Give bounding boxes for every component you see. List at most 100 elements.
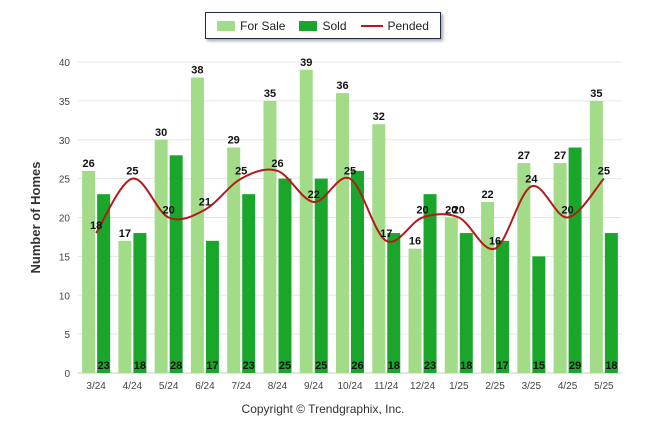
x-tick-label-5/24: 5/24: [159, 381, 179, 392]
bar-sold-5/25: [604, 233, 618, 373]
data-label-sold-1/25: 18: [460, 360, 472, 372]
copyright-text: Copyright © Trendgraphix, Inc.: [241, 402, 405, 416]
data-label-sold-10/24: 26: [351, 360, 363, 372]
bar-sold-4/25: [568, 147, 582, 373]
data-label-for-sale-1/25: 20: [445, 205, 457, 217]
data-label-pended-3/25: 24: [525, 173, 538, 185]
x-tick-label-2/25: 2/25: [485, 381, 505, 392]
data-label-sold-8/24: 25: [279, 360, 291, 372]
x-tick-label-11/24: 11/24: [374, 381, 399, 392]
data-label-pended-9/24: 22: [308, 189, 320, 201]
bar-sold-12/24: [423, 194, 437, 373]
data-label-pended-1/25: 20: [453, 205, 465, 217]
data-label-for-sale-4/25: 27: [554, 150, 566, 162]
legend-label-sold: Sold: [322, 18, 347, 33]
bar-for-sale-9/24: [299, 69, 313, 374]
data-label-for-sale-8/24: 35: [264, 88, 276, 100]
x-tick-label-10/24: 10/24: [337, 381, 362, 392]
bar-sold-7/24: [242, 194, 256, 373]
data-label-sold-2/25: 17: [496, 360, 508, 372]
data-label-sold-3/25: 15: [533, 360, 545, 372]
bar-sold-5/24: [169, 155, 183, 373]
data-label-pended-4/24: 25: [126, 166, 138, 178]
y-tick-label-20: 20: [59, 214, 71, 225]
data-label-for-sale-5/25: 35: [590, 88, 602, 100]
data-label-for-sale-6/24: 38: [191, 65, 203, 77]
y-tick-label-25: 25: [59, 175, 71, 186]
x-tick-label-8/24: 8/24: [268, 381, 288, 392]
legend-label-for-sale: For Sale: [240, 18, 286, 33]
data-label-sold-7/24: 23: [243, 360, 255, 372]
bar-for-sale-5/25: [589, 100, 603, 373]
data-label-for-sale-5/24: 30: [155, 127, 167, 139]
data-label-pended-3/24: 18: [90, 220, 102, 232]
bar-sold-10/24: [351, 170, 364, 373]
x-tick-label-9/24: 9/24: [304, 381, 324, 392]
bar-sold-11/24: [387, 233, 401, 373]
bar-for-sale-6/24: [190, 77, 204, 374]
x-tick-label-4/24: 4/24: [123, 381, 143, 392]
data-label-pended-11/24: 17: [380, 228, 392, 240]
bar-sold-2/25: [496, 240, 510, 373]
x-tick-label-6/24: 6/24: [195, 381, 215, 392]
data-label-sold-6/24: 17: [206, 360, 218, 372]
data-label-sold-4/24: 18: [134, 360, 146, 372]
data-label-for-sale-3/24: 26: [83, 158, 95, 170]
legend-item-for-sale[interactable]: For Sale: [217, 19, 285, 33]
data-label-pended-10/24: 25: [344, 166, 356, 178]
bar-for-sale-4/24: [118, 240, 132, 373]
bar-for-sale-1/25: [444, 217, 458, 373]
y-axis-label: Number of Homes: [28, 162, 43, 274]
y-tick-label-15: 15: [59, 252, 71, 263]
legend: For Sale Sold Pended: [205, 12, 441, 39]
x-tick-label-12/24: 12/24: [410, 381, 435, 392]
bar-sold-8/24: [278, 178, 292, 373]
bar-for-sale-8/24: [263, 100, 277, 373]
bar-for-sale-3/25: [517, 163, 531, 373]
data-label-pended-6/24: 21: [199, 197, 211, 209]
legend-swatch-sold: [299, 20, 318, 31]
bar-for-sale-7/24: [227, 147, 241, 373]
legend-item-sold[interactable]: Sold: [299, 18, 347, 33]
bar-for-sale-11/24: [372, 124, 386, 373]
bar-for-sale-10/24: [336, 93, 349, 373]
line-pended: [95, 168, 605, 250]
data-label-sold-12/24: 23: [424, 360, 436, 372]
y-tick-label-35: 35: [59, 97, 71, 108]
data-label-for-sale-10/24: 36: [336, 80, 348, 92]
data-label-for-sale-7/24: 29: [228, 135, 240, 147]
x-tick-label-3/25: 3/25: [522, 381, 542, 392]
data-label-for-sale-11/24: 32: [373, 111, 385, 123]
legend-item-pended[interactable]: Pended: [360, 18, 429, 33]
bar-sold-9/24: [314, 178, 328, 373]
y-tick-label-30: 30: [59, 136, 71, 147]
data-label-for-sale-4/24: 17: [119, 228, 131, 240]
data-label-sold-5/25: 18: [605, 360, 617, 372]
bar-for-sale-5/24: [154, 139, 168, 373]
data-label-sold-5/24: 28: [170, 360, 182, 372]
legend-label-pended: Pended: [387, 18, 429, 33]
data-label-sold-3/24: 23: [98, 360, 110, 372]
bar-for-sale-4/25: [553, 163, 567, 373]
y-tick-label-40: 40: [59, 58, 71, 69]
bar-sold-6/24: [205, 240, 219, 373]
data-label-pended-8/24: 26: [271, 158, 283, 170]
data-label-sold-11/24: 18: [388, 360, 400, 372]
bar-sold-1/25: [459, 233, 473, 373]
data-label-pended-5/25: 25: [598, 166, 610, 178]
bar-for-sale-12/24: [408, 248, 422, 373]
bar-for-sale-2/25: [481, 201, 495, 373]
bar-sold-4/24: [133, 233, 147, 373]
data-label-for-sale-3/25: 27: [518, 150, 530, 162]
x-tick-label-1/25: 1/25: [449, 381, 469, 392]
y-tick-label-0: 0: [64, 369, 70, 380]
x-tick-label-3/24: 3/24: [86, 381, 106, 392]
data-label-pended-12/24: 20: [416, 205, 428, 217]
x-tick-label-7/24: 7/24: [231, 381, 251, 392]
data-label-for-sale-2/25: 22: [481, 189, 493, 201]
legend-swatch-pended: [360, 24, 383, 27]
bar-sold-3/24: [97, 194, 111, 373]
data-label-pended-4/25: 20: [561, 205, 573, 217]
